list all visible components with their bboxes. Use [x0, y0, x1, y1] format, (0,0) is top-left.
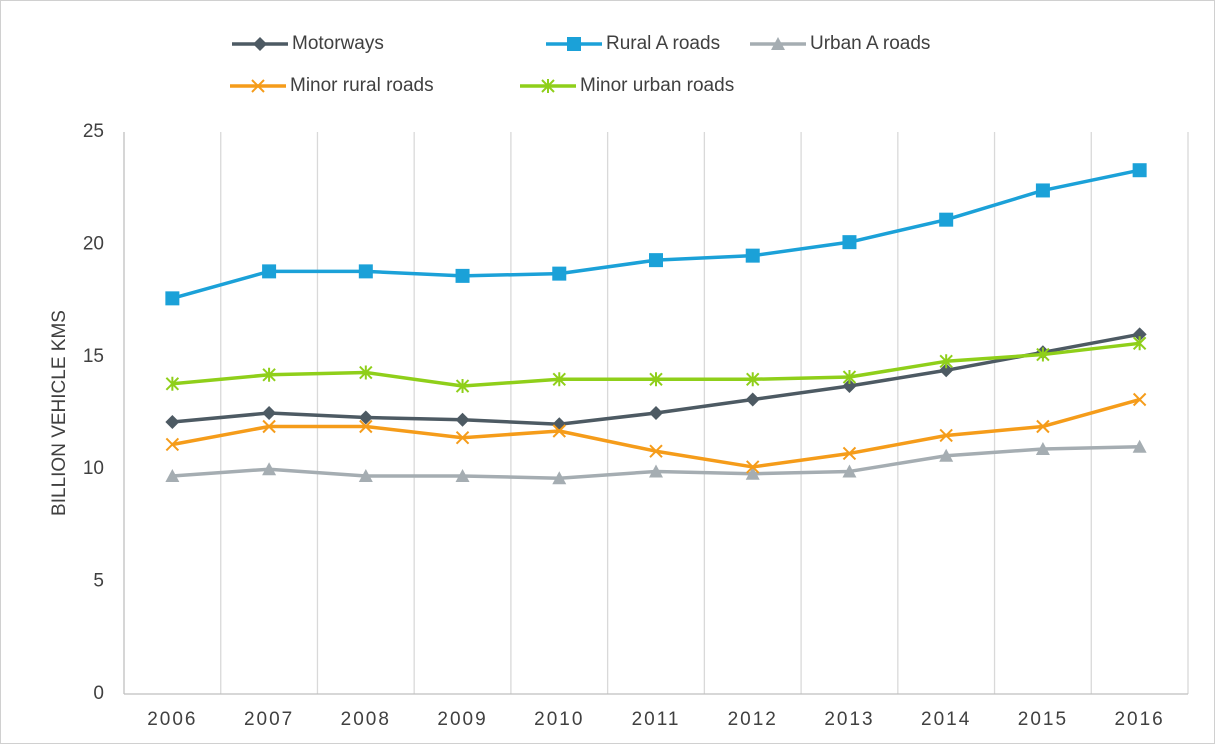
- marker: [455, 268, 470, 283]
- y-tick-label: 20: [83, 233, 104, 254]
- legend-marker: [251, 79, 265, 93]
- marker: [455, 431, 470, 445]
- x-tick-label: 2016: [1114, 709, 1164, 730]
- marker: [359, 365, 373, 380]
- x-tick-label: 2007: [244, 709, 294, 730]
- marker: [939, 428, 953, 443]
- marker: [552, 471, 567, 485]
- marker: [1132, 336, 1147, 351]
- marker: [649, 253, 663, 268]
- legend-label: Rural A roads: [606, 33, 720, 54]
- x-tick-label: 2012: [728, 709, 778, 730]
- marker: [745, 466, 760, 480]
- marker: [552, 266, 567, 281]
- marker: [842, 235, 857, 250]
- marker: [1036, 347, 1050, 362]
- marker: [165, 414, 180, 429]
- marker: [358, 264, 373, 279]
- marker: [745, 248, 760, 263]
- marker: [455, 468, 470, 482]
- marker: [1035, 441, 1050, 455]
- marker: [165, 291, 180, 306]
- marker: [262, 264, 277, 279]
- legend-marker: [541, 79, 555, 93]
- marker: [165, 437, 180, 452]
- x-tick-label: 2008: [341, 709, 391, 730]
- marker: [649, 464, 663, 478]
- marker: [1132, 439, 1147, 453]
- marker: [1132, 163, 1147, 178]
- x-tick-label: 2015: [1018, 709, 1068, 730]
- y-tick-label: 25: [83, 121, 104, 142]
- marker: [1036, 419, 1050, 434]
- marker: [649, 444, 663, 458]
- marker: [358, 468, 373, 482]
- marker: [939, 354, 953, 369]
- marker: [939, 448, 954, 462]
- marker: [262, 406, 277, 420]
- legend-label: Motorways: [292, 33, 384, 54]
- marker: [745, 392, 760, 407]
- x-tick-label: 2006: [147, 709, 197, 730]
- legend-marker: [253, 37, 267, 51]
- marker: [842, 446, 857, 461]
- marker: [1132, 327, 1147, 342]
- legend-marker: [567, 37, 581, 51]
- marker: [165, 376, 180, 391]
- marker: [746, 460, 760, 474]
- x-tick-label: 2011: [632, 709, 681, 730]
- y-axis-label: BILLION VEHICLE KMS: [49, 310, 70, 516]
- marker: [455, 412, 470, 427]
- legend-label: Urban A roads: [810, 33, 930, 54]
- marker: [552, 372, 566, 387]
- x-tick-label: 2009: [437, 709, 487, 730]
- marker: [552, 424, 566, 438]
- y-tick-label: 15: [83, 346, 104, 367]
- marker: [1035, 183, 1050, 198]
- marker: [939, 212, 954, 227]
- marker: [1132, 392, 1147, 407]
- marker: [359, 419, 373, 434]
- x-tick-label: 2013: [824, 709, 874, 730]
- legend-label: Minor urban roads: [580, 75, 734, 96]
- y-tick-label: 5: [93, 571, 104, 592]
- marker: [358, 410, 373, 425]
- marker: [262, 419, 276, 434]
- legend-label: Minor rural roads: [290, 75, 434, 96]
- marker: [939, 363, 954, 378]
- legend-marker: [771, 37, 785, 50]
- marker: [649, 406, 663, 420]
- marker: [262, 462, 277, 476]
- y-tick-label: 0: [93, 683, 104, 704]
- marker: [842, 370, 857, 385]
- marker: [649, 372, 663, 387]
- x-tick-label: 2010: [534, 709, 584, 730]
- marker: [842, 464, 857, 478]
- y-tick-label: 10: [83, 458, 104, 479]
- marker: [262, 367, 276, 382]
- marker: [455, 379, 470, 394]
- marker: [842, 379, 857, 394]
- x-tick-label: 2014: [921, 709, 971, 730]
- marker: [165, 468, 180, 482]
- marker: [746, 372, 760, 387]
